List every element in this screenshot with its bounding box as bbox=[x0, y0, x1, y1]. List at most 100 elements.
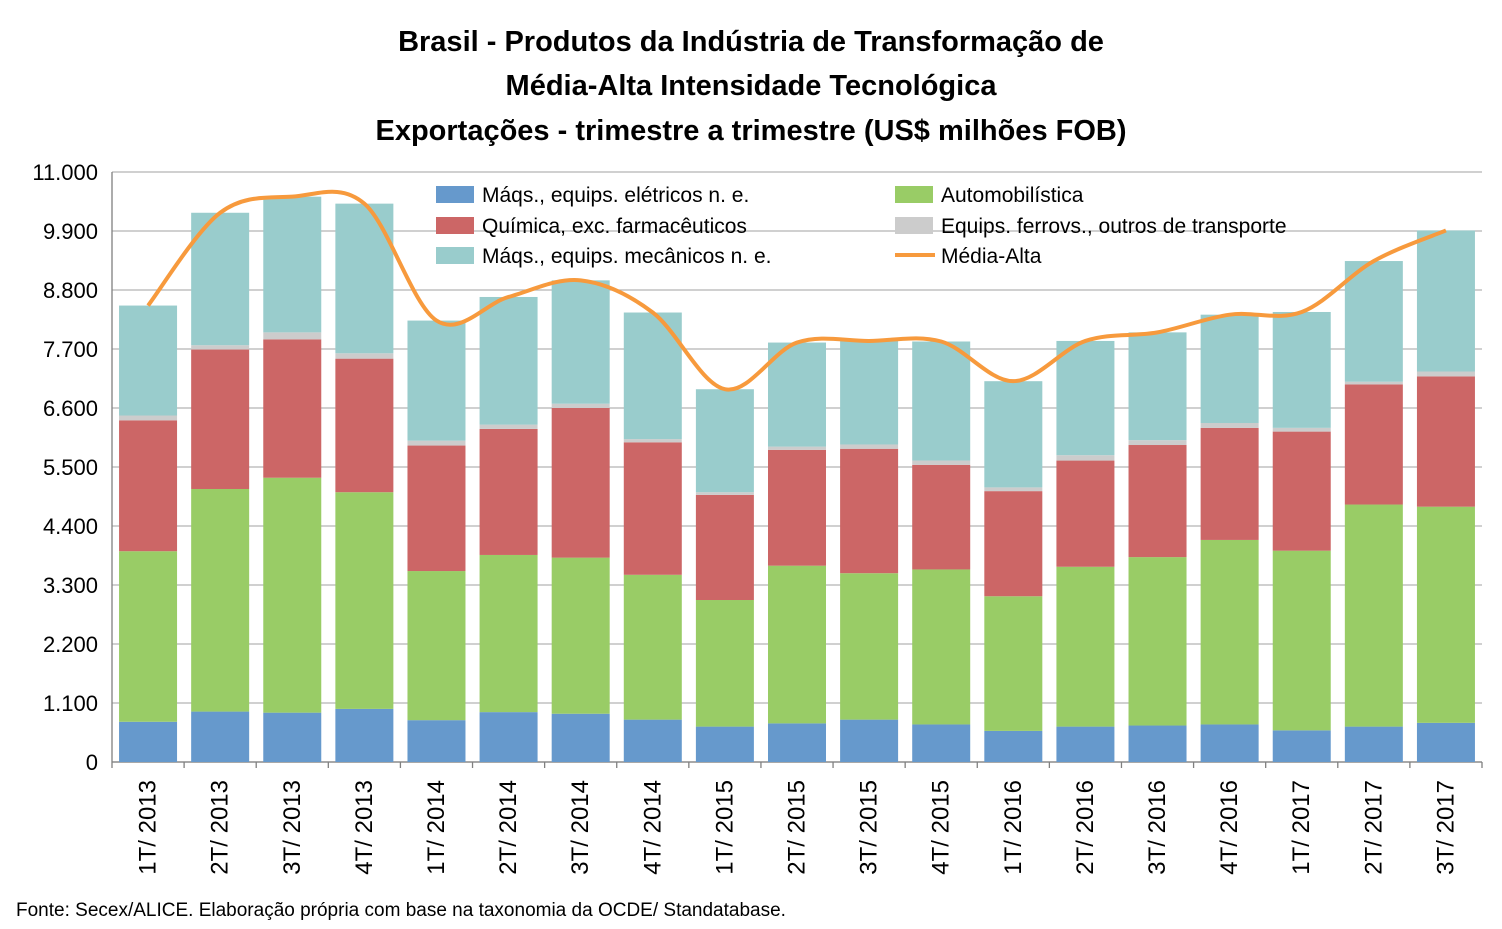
chart-title-line-3: Exportações - trimestre a trimestre (US$… bbox=[375, 115, 1127, 147]
bar-segment-automobilistica bbox=[768, 565, 826, 724]
bar-segment-eletricos bbox=[119, 721, 178, 762]
legend-label-ferrovs: Equips. ferrovs., outros de transporte bbox=[941, 215, 1287, 238]
bar-segment-quimica bbox=[912, 464, 971, 570]
bar-segment-quimica bbox=[840, 448, 899, 574]
bar-segment-ferrovs bbox=[695, 492, 754, 495]
y-tick-label: 11.000 bbox=[32, 160, 98, 185]
bar-segment-eletricos bbox=[1272, 730, 1331, 762]
x-tick-label: 2T/ 2015 bbox=[784, 780, 811, 875]
bar-segment-automobilistica bbox=[1200, 539, 1259, 725]
bar-segment-quimica bbox=[191, 349, 250, 489]
legend-swatch-mecanicos bbox=[436, 247, 474, 264]
source-note: Fonte: Secex/ALICE. Elaboração própria c… bbox=[16, 900, 786, 921]
bar-segment-automobilistica bbox=[407, 571, 466, 721]
bar-segment-eletricos bbox=[840, 719, 899, 762]
bar-segment-quimica bbox=[263, 339, 322, 478]
legend-label-eletricos: Máqs., equips. elétricos n. e. bbox=[482, 184, 749, 207]
bar-segment-ferrovs bbox=[191, 345, 250, 350]
bar-segment-eletricos bbox=[479, 712, 538, 762]
bar-segment-mecanicos bbox=[840, 340, 899, 445]
x-tick-label: 2T/ 2016 bbox=[1072, 780, 1099, 875]
bar-segment-eletricos bbox=[551, 713, 610, 762]
bar-segment-eletricos bbox=[191, 711, 250, 762]
bar-segment-eletricos bbox=[768, 723, 826, 762]
bar-segment-mecanicos bbox=[1200, 314, 1259, 424]
bar-segment-quimica bbox=[407, 445, 466, 572]
bar-segment-ferrovs bbox=[479, 424, 538, 429]
bar-segment-eletricos bbox=[263, 712, 322, 762]
x-tick-label: 3T/ 2014 bbox=[567, 780, 594, 875]
legend-swatch-ferrovs bbox=[895, 217, 933, 234]
bar-segment-eletricos bbox=[912, 724, 971, 762]
bar-segment-automobilistica bbox=[119, 551, 178, 722]
x-tick-label: 1T/ 2013 bbox=[135, 780, 162, 875]
bar-segment-mecanicos bbox=[1128, 332, 1187, 441]
bar-segment-quimica bbox=[984, 491, 1043, 597]
bar-segment-automobilistica bbox=[623, 574, 682, 720]
bar-segment-eletricos bbox=[984, 730, 1043, 762]
x-tick-label: 1T/ 2015 bbox=[711, 780, 738, 875]
x-tick-label: 3T/ 2013 bbox=[279, 780, 306, 875]
y-tick-label: 3.300 bbox=[43, 573, 98, 598]
bar-segment-mecanicos bbox=[479, 296, 538, 425]
x-tick-label: 1T/ 2016 bbox=[1000, 780, 1027, 875]
bar-segment-ferrovs bbox=[768, 446, 826, 450]
bar-segment-automobilistica bbox=[1128, 557, 1187, 726]
bar-segment-automobilistica bbox=[1416, 506, 1475, 723]
bar-segment-mecanicos bbox=[407, 320, 466, 441]
bar-segment-quimica bbox=[1416, 376, 1475, 507]
legend-label-automobilistica: Automobilística bbox=[941, 184, 1084, 207]
bar-segment-eletricos bbox=[1344, 726, 1403, 762]
bar-segment-quimica bbox=[768, 449, 826, 566]
bar-segment-quimica bbox=[623, 442, 682, 575]
y-tick-label: 4.400 bbox=[43, 514, 98, 539]
y-tick-label: 6.600 bbox=[43, 396, 98, 421]
y-tick-label: 8.800 bbox=[43, 278, 98, 303]
bar-segment-eletricos bbox=[1128, 725, 1187, 762]
bar-segment-eletricos bbox=[407, 720, 466, 762]
legend-swatch-quimica bbox=[436, 217, 474, 234]
x-tick-label: 3T/ 2017 bbox=[1432, 780, 1459, 875]
y-tick-label: 9.900 bbox=[43, 219, 98, 244]
x-tick-label: 3T/ 2016 bbox=[1144, 780, 1171, 875]
bar-segment-mecanicos bbox=[1272, 311, 1331, 428]
bar-segment-quimica bbox=[551, 408, 610, 558]
bar-segment-mecanicos bbox=[335, 203, 394, 354]
bar-segment-automobilistica bbox=[335, 492, 394, 709]
y-tick-label: 5.500 bbox=[43, 455, 98, 480]
bar-segment-ferrovs bbox=[1416, 371, 1475, 377]
bar-segment-ferrovs bbox=[1272, 427, 1331, 432]
bar-segment-quimica bbox=[119, 420, 178, 552]
bar-segment-mecanicos bbox=[768, 342, 826, 447]
chart-title-line-2: Média-Alta Intensidade Tecnológica bbox=[505, 70, 997, 102]
bar-segment-eletricos bbox=[335, 708, 394, 762]
legend-label-media_alta: Média-Alta bbox=[941, 245, 1042, 268]
bar-segment-ferrovs bbox=[335, 353, 394, 359]
bar-segment-quimica bbox=[695, 494, 754, 601]
x-tick-label: 2T/ 2013 bbox=[207, 780, 234, 875]
bar-segment-eletricos bbox=[1056, 726, 1115, 762]
bar-segment-automobilistica bbox=[695, 600, 754, 727]
bar-segment-quimica bbox=[1344, 384, 1403, 505]
bar-segment-ferrovs bbox=[912, 460, 971, 465]
x-tick-label: 1T/ 2014 bbox=[423, 780, 450, 875]
bar-segment-automobilistica bbox=[1056, 566, 1115, 727]
bar-segment-ferrovs bbox=[1344, 381, 1403, 385]
y-tick-label: 1.100 bbox=[43, 691, 98, 716]
x-tick-label: 4T/ 2015 bbox=[928, 780, 955, 875]
bar-segment-ferrovs bbox=[407, 440, 466, 446]
y-tick-label: 7.700 bbox=[43, 337, 98, 362]
y-tick-label: 2.200 bbox=[43, 632, 98, 657]
bar-segment-ferrovs bbox=[840, 444, 899, 449]
bar-segment-mecanicos bbox=[912, 341, 971, 461]
bar-segment-ferrovs bbox=[1128, 440, 1187, 446]
bar-segment-automobilistica bbox=[263, 477, 322, 713]
x-tick-label: 3T/ 2015 bbox=[856, 780, 883, 875]
bar-segment-ferrovs bbox=[984, 487, 1043, 492]
legend-swatch-eletricos bbox=[436, 186, 474, 203]
bar-segment-mecanicos bbox=[263, 196, 322, 333]
bar-segment-ferrovs bbox=[1200, 423, 1259, 428]
x-tick-label: 4T/ 2014 bbox=[639, 780, 666, 875]
legend-swatch-automobilistica bbox=[895, 186, 933, 203]
